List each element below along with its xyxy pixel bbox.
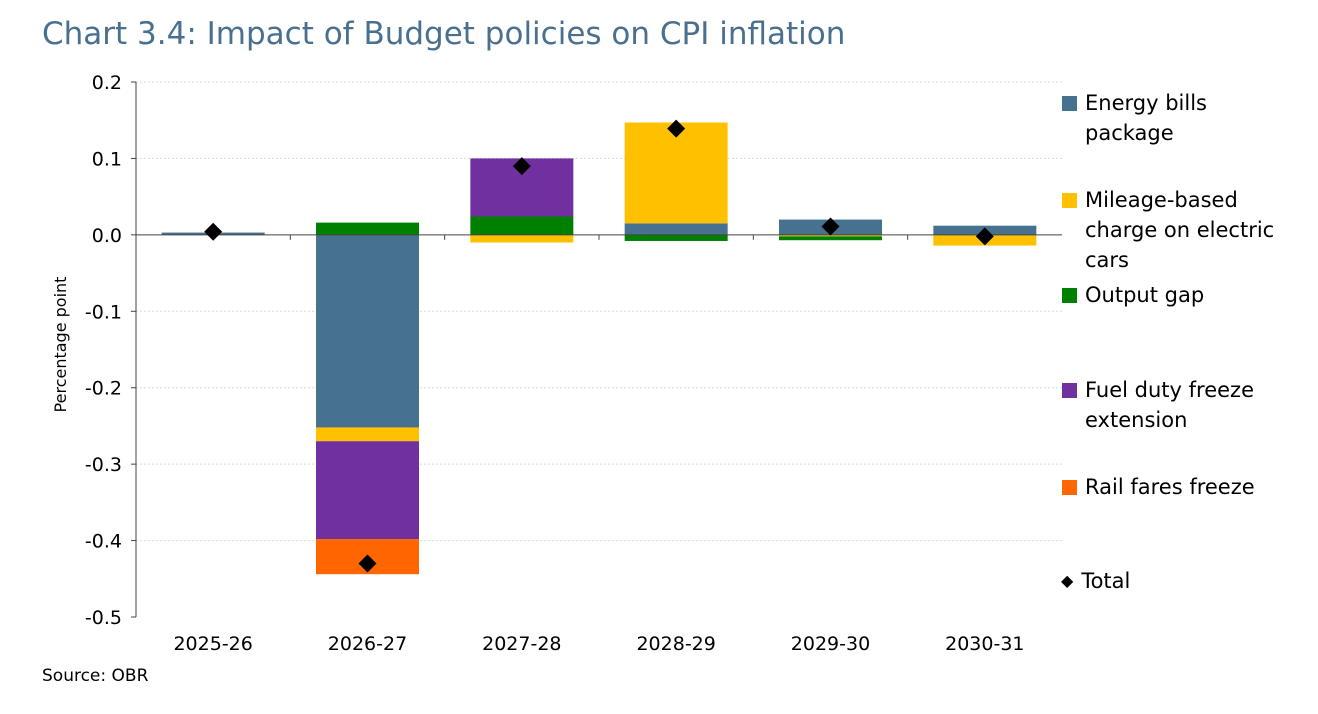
bar-output-gap — [316, 222, 419, 235]
legend-item: Energy bills package — [1062, 88, 1312, 148]
legend-item: Mileage-based charge on electric cars — [1062, 185, 1312, 275]
x-tick-label: 2026-27 — [328, 633, 407, 655]
y-tick-label: -0.3 — [85, 454, 122, 476]
legend-label: Rail fares freeze — [1085, 475, 1255, 499]
total-marker — [975, 227, 994, 246]
bar-output-gap — [624, 234, 728, 241]
y-tick-label: 0.2 — [92, 72, 122, 94]
y-tick-label: -0.1 — [85, 301, 122, 323]
legend-swatch — [1062, 193, 1077, 208]
legend-label: Total — [1081, 569, 1131, 593]
y-tick-label: -0.5 — [85, 607, 122, 629]
total-marker — [667, 119, 686, 138]
total-marker — [512, 157, 531, 176]
y-axis-label: Percentage point — [51, 277, 70, 413]
bar-output-gap — [470, 216, 574, 235]
x-tick-label: 2029-30 — [791, 633, 870, 655]
legend-swatch — [1062, 383, 1077, 398]
bar-output-gap — [779, 236, 882, 241]
legend-label: Mileage-based charge on electric cars — [1085, 188, 1275, 272]
y-tick-label: 0.0 — [92, 225, 122, 247]
x-tick-label: 2030-31 — [945, 633, 1024, 655]
y-tick-label: -0.2 — [85, 378, 122, 400]
total-marker — [204, 222, 223, 241]
total-marker — [821, 217, 840, 236]
bar-fuel-duty-freeze-extension — [316, 441, 419, 540]
legend-item: Output gap — [1062, 280, 1312, 310]
bar-energy-bills-package — [624, 223, 728, 235]
bar-energy-bills-package — [316, 234, 419, 428]
source-note: Source: OBR — [42, 666, 149, 686]
legend-item: Rail fares freeze — [1062, 472, 1312, 502]
chart-title: Chart 3.4: Impact of Budget policies on … — [42, 16, 846, 52]
legend-item-total: ◆ Total — [1061, 566, 1312, 596]
diamond-icon: ◆ — [1061, 571, 1074, 590]
bar-mileage-based-charge-on-electric-cars — [624, 122, 728, 224]
x-tick-label: 2028-29 — [636, 633, 715, 655]
y-tick-label: 0.1 — [92, 148, 122, 170]
legend-label: Fuel duty freeze extension — [1085, 378, 1254, 432]
legend-label: Energy bills package — [1085, 91, 1207, 145]
bar-mileage-based-charge-on-electric-cars — [779, 234, 882, 237]
bar-mileage-based-charge-on-electric-cars — [316, 427, 419, 442]
legend-item: Fuel duty freeze extension — [1062, 375, 1312, 435]
y-tick-label: -0.4 — [85, 531, 122, 553]
legend-label: Output gap — [1085, 283, 1205, 307]
x-tick-label: 2027-28 — [482, 633, 561, 655]
x-tick-label: 2025-26 — [173, 633, 252, 655]
legend-swatch — [1062, 480, 1077, 495]
legend-swatch — [1062, 288, 1077, 303]
total-marker — [358, 554, 377, 573]
legend-swatch — [1062, 96, 1077, 111]
bar-mileage-based-charge-on-electric-cars — [470, 234, 574, 243]
